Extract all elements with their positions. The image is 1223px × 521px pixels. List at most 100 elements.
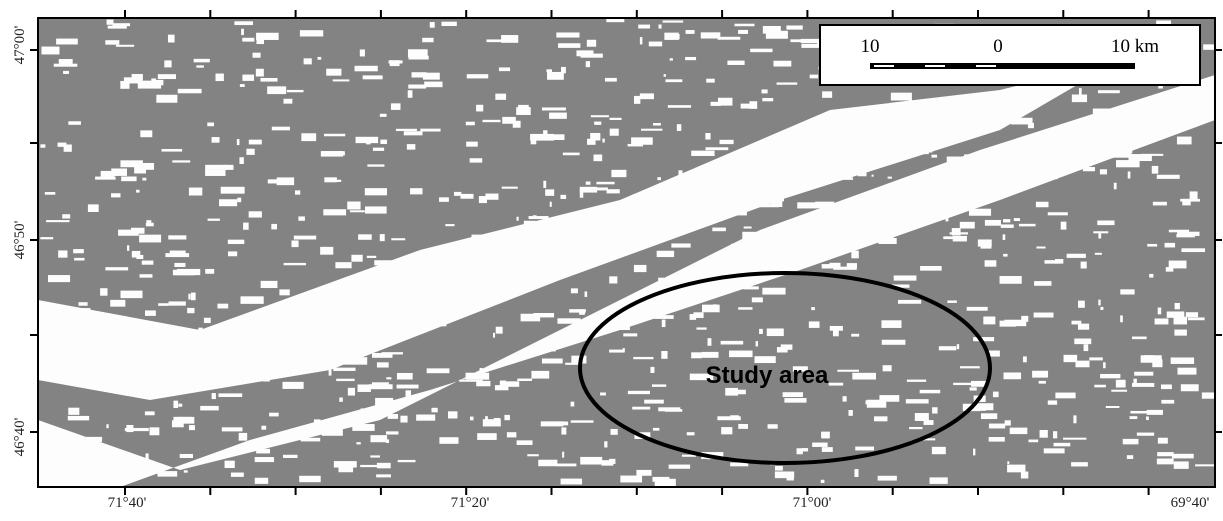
texture-patch (786, 25, 802, 29)
texture-patch (204, 318, 211, 323)
texture-patch (1174, 461, 1189, 468)
texture-patch (502, 117, 516, 124)
texture-patch (521, 314, 541, 322)
texture-patch (178, 89, 202, 93)
texture-patch (386, 431, 398, 434)
texture-patch (58, 250, 67, 257)
texture-patch (277, 177, 294, 185)
texture-patch (111, 193, 120, 197)
texture-patch (661, 351, 667, 359)
texture-patch (701, 32, 721, 38)
texture-patch (666, 79, 683, 82)
texture-patch (228, 251, 237, 256)
texture-patch (225, 461, 235, 468)
scale-segment (925, 65, 945, 67)
texture-patch (1137, 433, 1154, 436)
texture-patch (255, 478, 268, 484)
texture-patch (260, 78, 277, 82)
texture-patch (168, 35, 175, 43)
texture-patch (605, 78, 617, 82)
texture-patch (1181, 384, 1199, 391)
texture-patch (41, 47, 59, 55)
texture-patch (1040, 430, 1048, 438)
texture-patch (669, 465, 690, 469)
texture-patch (420, 129, 440, 132)
texture-patch (136, 190, 139, 193)
texture-patch (355, 66, 378, 72)
texture-patch (1161, 384, 1172, 389)
texture-patch (255, 457, 274, 462)
texture-patch (212, 137, 220, 143)
texture-patch (187, 308, 194, 313)
texture-patch (634, 265, 647, 272)
texture-patch (205, 165, 227, 170)
texture-patch (1055, 259, 1063, 264)
texture-patch (1048, 400, 1057, 404)
texture-patch (777, 82, 798, 84)
texture-patch (993, 392, 999, 398)
texture-patch (1171, 357, 1194, 363)
scale-label: 0 (993, 36, 1003, 57)
texture-patch (542, 359, 563, 364)
texture-patch (527, 454, 538, 456)
texture-patch (495, 94, 506, 100)
texture-patch (180, 454, 193, 458)
texture-patch (301, 133, 316, 141)
texture-patch (142, 178, 146, 181)
texture-patch (1053, 431, 1057, 438)
texture-patch (422, 38, 433, 42)
texture-patch (783, 392, 803, 397)
texture-patch (947, 300, 956, 302)
texture-patch (611, 170, 626, 177)
texture-patch (158, 303, 168, 306)
texture-patch (95, 177, 116, 180)
texture-patch (101, 171, 115, 177)
texture-patch (848, 410, 852, 416)
texture-patch (1141, 154, 1163, 156)
texture-patch (569, 309, 586, 312)
texture-patch (787, 476, 794, 480)
texture-patch (1169, 261, 1187, 269)
texture-patch (594, 155, 603, 162)
texture-patch (634, 96, 640, 104)
texture-patch (294, 236, 316, 240)
texture-patch (670, 58, 673, 60)
texture-patch (721, 341, 744, 345)
texture-patch (221, 187, 245, 194)
texture-patch (852, 373, 876, 380)
texture-patch (545, 189, 554, 195)
texture-patch (88, 204, 99, 212)
texture-patch (549, 113, 567, 119)
texture-patch (773, 61, 791, 67)
texture-patch (373, 148, 384, 151)
texture-patch (708, 338, 712, 346)
texture-patch (530, 134, 554, 141)
texture-patch (218, 393, 242, 397)
texture-patch (1094, 385, 1106, 388)
texture-patch (1098, 90, 1120, 93)
texture-patch (556, 32, 579, 37)
texture-patch (173, 401, 178, 408)
texture-patch (1055, 393, 1075, 399)
texture-patch (636, 470, 651, 476)
texture-patch (631, 137, 653, 144)
texture-patch (158, 74, 176, 79)
texture-patch (601, 460, 613, 465)
texture-patch (410, 188, 422, 194)
texture-patch (1054, 443, 1071, 447)
texture-patch (542, 107, 566, 110)
texture-patch (45, 192, 55, 195)
texture-patch (427, 368, 450, 373)
texture-patch (145, 411, 155, 415)
texture-patch (397, 385, 419, 389)
texture-patch (400, 416, 407, 423)
texture-patch (140, 274, 153, 277)
texture-patch (1134, 372, 1153, 376)
texture-patch (261, 281, 278, 288)
texture-patch (604, 441, 607, 447)
texture-patch (367, 256, 376, 258)
texture-patch (888, 177, 892, 179)
texture-patch (1007, 461, 1009, 464)
texture-patch (989, 437, 1005, 442)
texture-patch (696, 327, 706, 329)
